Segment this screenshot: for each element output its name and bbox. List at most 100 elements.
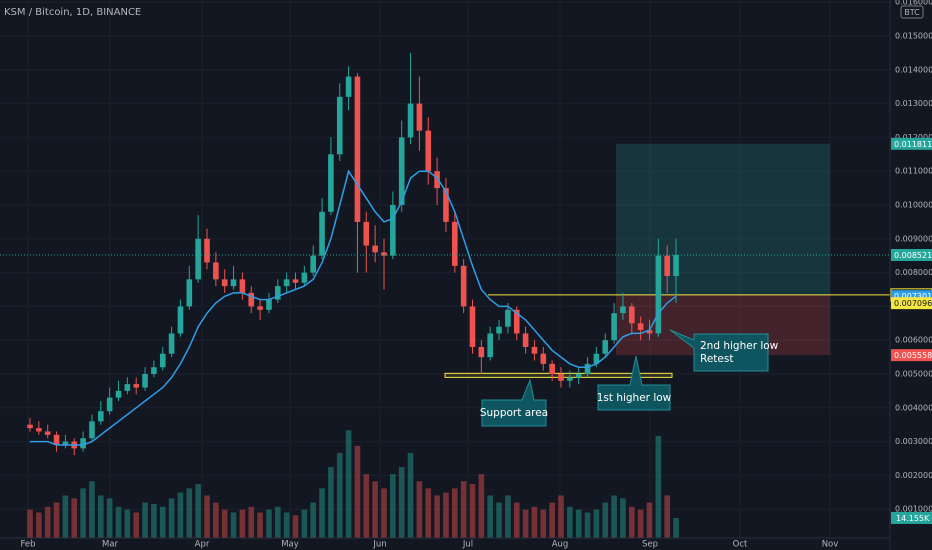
candle-body [301, 272, 308, 283]
volume-bar [629, 506, 635, 538]
volume-bar [602, 502, 609, 538]
price-tag [891, 248, 932, 261]
x-tick-label: Apr [195, 540, 210, 550]
volume-bar [637, 509, 644, 538]
candle-body [159, 353, 166, 368]
candle-body [310, 255, 316, 273]
candle-body [27, 424, 33, 429]
volume-bar [513, 502, 520, 538]
x-tick-label: Oct [733, 540, 748, 550]
volume-bar [98, 495, 104, 538]
volume-bar [213, 502, 219, 538]
candle-body [44, 431, 51, 435]
price-tag [891, 349, 932, 362]
volume-bar [407, 452, 414, 538]
volume-bar [292, 515, 299, 538]
candle-body [416, 103, 423, 131]
volume-bar [416, 481, 423, 538]
volume-bar [177, 492, 184, 538]
x-tick-label: Nov [822, 540, 839, 550]
volume-bar [575, 509, 582, 538]
volume-bar [655, 435, 662, 538]
y-tick-label: 0.012000 [895, 133, 932, 142]
callout-text: 2nd higher low [700, 340, 779, 352]
volume-bar [593, 509, 600, 538]
volume-bar [549, 502, 555, 538]
volume-bar [159, 506, 166, 538]
price-tag-label: 0.008521 [894, 251, 932, 260]
candle-body [372, 245, 378, 253]
callout-first-low: 1st higher low [597, 355, 672, 411]
candle-body [602, 340, 609, 354]
ema-line [30, 169, 677, 446]
volume-bar [390, 474, 396, 538]
volume-bar [195, 484, 201, 538]
currency-box [900, 5, 924, 19]
candle-body [540, 353, 547, 364]
candle-body [460, 265, 467, 307]
volume-tag-label: 14.155K [896, 514, 930, 523]
candle-body [195, 238, 201, 280]
candle-body [283, 279, 290, 287]
price-tag [891, 137, 932, 150]
volume-bar [115, 506, 122, 538]
y-tick-label: 0.003000 [895, 437, 932, 446]
volume-bar [230, 512, 237, 538]
volume-bar [71, 498, 78, 538]
candle-body [36, 428, 42, 432]
candle-body [266, 299, 272, 310]
volume-bar [584, 512, 591, 538]
volume-bar [496, 502, 502, 538]
candle-body [89, 421, 95, 439]
candle-body [204, 238, 210, 263]
candle-body [646, 330, 653, 334]
volume-bar [319, 488, 325, 538]
candle-body [487, 333, 493, 358]
candle-body [363, 221, 370, 246]
y-tick-label: 0.002000 [895, 471, 932, 480]
y-tick-label: 0.016000 [895, 0, 932, 7]
candle-body [664, 255, 670, 276]
candle-body [407, 103, 414, 138]
candle-body [629, 306, 635, 324]
y-tick-label: 0.014000 [895, 65, 932, 74]
x-tick-label: Jul [462, 540, 473, 550]
candle-body [567, 377, 573, 381]
volume-bar [257, 512, 263, 538]
candle-body [655, 255, 662, 334]
chart-title: KSM / Bitcoin, 1D, BINANCE [4, 7, 141, 18]
volume-bar [540, 509, 547, 538]
volume-bar [248, 506, 255, 538]
volume-tag [891, 511, 932, 524]
y-tick-label: 0.001000 [895, 505, 932, 514]
callout-box [669, 329, 769, 372]
candle-layer [27, 52, 679, 456]
volume-bar [381, 488, 387, 538]
volume-bar [522, 509, 529, 538]
volume-bar [204, 495, 210, 538]
volume-bar [283, 512, 290, 538]
y-tick-label: 0.009000 [895, 234, 932, 243]
volume-bar [336, 452, 343, 538]
candle-body [434, 171, 440, 189]
candle-body [575, 374, 582, 378]
candle-body [443, 188, 449, 222]
volume-bar [142, 502, 148, 538]
volume-layer [27, 430, 679, 538]
volume-bar [478, 474, 485, 538]
x-tick-label: Feb [20, 540, 35, 550]
candle-body [275, 286, 281, 300]
callout-second-low: 2nd higher low Retest [669, 329, 779, 372]
candle-body [98, 411, 104, 422]
volume-bar [36, 512, 42, 538]
candle-body [469, 306, 476, 347]
candle-body [319, 211, 325, 256]
candle-body [248, 292, 255, 307]
x-tick-label: May [281, 540, 299, 550]
volume-bar [151, 503, 157, 538]
volume-bar [301, 509, 308, 538]
candle-body [142, 374, 148, 388]
volume-bar [53, 502, 60, 538]
y-tick-label: 0.005000 [895, 370, 932, 379]
price-tag [891, 297, 932, 310]
